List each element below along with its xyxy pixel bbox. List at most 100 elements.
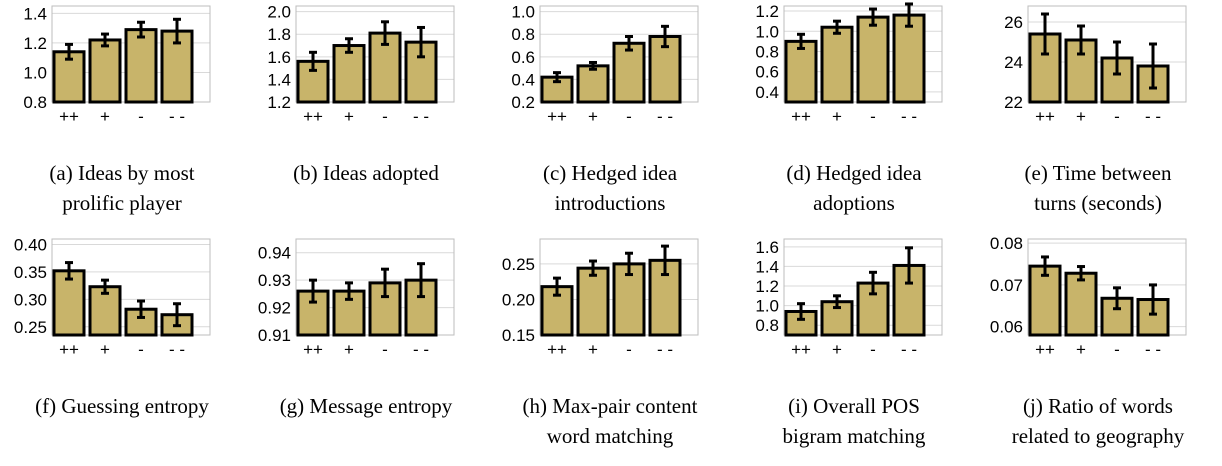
chart-svg: 0.20.40.60.81.0++ + - - -: [511, 3, 699, 126]
y-tick-label: 0.15: [502, 326, 535, 345]
chart-panel: 0.06 0.07 0.08 ++ + - - - (j) Ratio of words rel…: [976, 233, 1220, 466]
x-category-label: - -: [169, 107, 185, 126]
bar: [820, 25, 854, 104]
error-bar: [625, 251, 633, 277]
y-tick-label: 0.8: [755, 316, 779, 335]
error-bar: [381, 20, 389, 46]
error-bar: [661, 24, 669, 49]
chart-svg: 0.150.200.25++ + - - -: [502, 238, 699, 359]
error-bar: [1113, 40, 1121, 76]
y-tick-label: 0.8: [23, 93, 47, 112]
caption-line: introductions: [554, 191, 666, 215]
error-bar: [417, 262, 425, 299]
y-tick-label: 0.20: [502, 290, 535, 309]
bar: [1028, 264, 1062, 337]
x-category-label: - -: [901, 340, 917, 359]
x-category-label: ++: [791, 107, 811, 126]
error-bar: [345, 281, 353, 301]
bar: [892, 13, 926, 104]
chart-panel: 0.91 0.92 0.93 0.94 ++ + - - - (g) Message entro…: [244, 233, 488, 466]
x-category-label: - -: [413, 340, 429, 359]
x-category-label: - -: [657, 107, 673, 126]
error-bar: [869, 270, 877, 296]
y-tick-label: 1.0: [755, 297, 779, 316]
x-category-label: -: [1114, 107, 1120, 126]
panel-caption: (d) Hedged idea adoptions: [732, 158, 976, 218]
error-bar: [1041, 12, 1049, 56]
x-category-label: ++: [1035, 107, 1055, 126]
x-category-label: -: [382, 340, 388, 359]
panel-caption: (h) Max-pair content word matching: [488, 391, 732, 451]
y-tick-label: 1.6: [755, 238, 779, 257]
panel-caption: (c) Hedged idea introductions: [488, 158, 732, 218]
y-tick-label: 2.0: [267, 3, 291, 22]
y-tick-label: 0.92: [258, 299, 291, 318]
x-category-label: +: [100, 340, 110, 359]
y-tick-label: 1.0: [755, 22, 779, 41]
chart-panel: 0.2 0.4 0.6 0.8 1.0 ++ + - - - (c) Hedged idea int…: [488, 0, 732, 233]
x-category-label: +: [588, 107, 598, 126]
error-bar: [173, 302, 181, 328]
y-tick-label: 1.6: [267, 48, 291, 67]
chart-svg: 0.250.300.350.40++ + - - -: [14, 235, 211, 359]
panel-caption: (e) Time between turns (seconds): [976, 158, 1220, 218]
bar: [856, 15, 890, 104]
y-tick-label: 22: [1004, 93, 1023, 112]
caption-line: (f) Guessing entropy: [35, 394, 209, 418]
chart-svg: 0.40.60.81.01.2++ + - - -: [755, 2, 943, 126]
error-bar: [101, 278, 109, 295]
x-category-label: - -: [657, 340, 673, 359]
y-tick-label: 0.8: [511, 25, 535, 44]
y-tick-label: 0.93: [258, 271, 291, 290]
y-tick-label: 0.40: [14, 235, 47, 254]
x-category-label: ++: [303, 340, 323, 359]
caption-line: prolific player: [62, 191, 182, 215]
caption-line: turns (seconds): [1034, 191, 1162, 215]
y-tick-label: 1.0: [511, 3, 535, 22]
error-bar: [101, 32, 109, 48]
error-bar: [309, 50, 317, 72]
bar: [576, 64, 610, 104]
x-category-label: -: [626, 340, 632, 359]
caption-line: related to geography: [1011, 424, 1185, 448]
y-tick-label: 0.30: [14, 290, 47, 309]
bar: [1064, 271, 1098, 337]
y-tick-label: 0.07: [990, 276, 1023, 295]
caption-line: (i) Overall POS: [788, 394, 920, 418]
y-tick-label: 1.2: [755, 277, 779, 296]
chart-panel: 22 24 26 ++ + - - - (e) Time between turns (seco…: [976, 0, 1220, 233]
chart-svg: 1.21.41.61.82.0++ + - - -: [267, 3, 455, 126]
x-category-label: +: [1076, 107, 1086, 126]
y-tick-label: 0.8: [755, 42, 779, 61]
x-category-label: -: [870, 340, 876, 359]
x-category-label: -: [1114, 340, 1120, 359]
error-bar: [553, 276, 561, 297]
x-category-label: ++: [547, 340, 567, 359]
panel-caption: (f) Guessing entropy: [0, 391, 244, 421]
panel-caption: (a) Ideas by most prolific player: [0, 158, 244, 218]
bar: [88, 38, 122, 104]
chart-svg: 0.81.01.21.41.6++ + - - -: [755, 238, 943, 359]
caption-line: (h) Max-pair content: [522, 394, 698, 418]
caption-line: (j) Ratio of words: [1023, 394, 1173, 418]
panel-caption: (b) Ideas adopted: [244, 158, 488, 188]
y-tick-label: 1.4: [267, 70, 291, 89]
x-category-label: +: [344, 107, 354, 126]
y-tick-label: 0.35: [14, 263, 47, 282]
error-bar: [589, 60, 597, 71]
chart-panel: 0.15 0.20 0.25 ++ + - - - (h) Max-pair content w…: [488, 233, 732, 466]
x-category-label: - -: [169, 340, 185, 359]
x-category-label: +: [588, 340, 598, 359]
y-tick-label: 1.4: [23, 4, 47, 23]
error-bar: [905, 246, 913, 285]
error-bar: [833, 19, 841, 35]
bar: [1064, 38, 1098, 104]
panel-caption: (i) Overall POS bigram matching: [732, 391, 976, 451]
error-bar: [1113, 286, 1121, 311]
x-category-label: ++: [59, 340, 79, 359]
error-bar: [1077, 265, 1085, 282]
x-category-label: - -: [901, 107, 917, 126]
chart-panel: 0.4 0.6 0.8 1.0 1.2 ++ + - - - (d) Hedged idea ado…: [732, 0, 976, 233]
chart-panel: 0.25 0.30 0.35 0.40 ++ + - - - (f) Guessing entr…: [0, 233, 244, 466]
